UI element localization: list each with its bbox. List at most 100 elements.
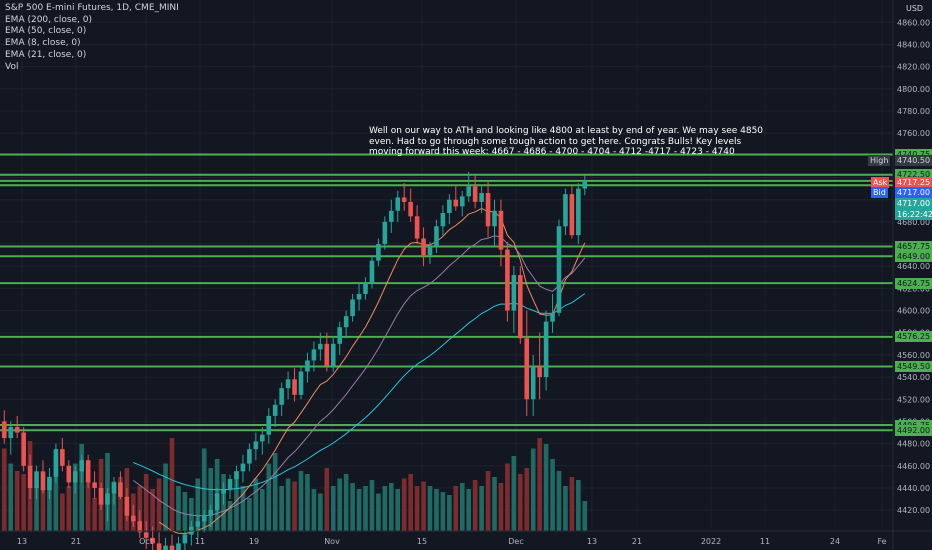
volume-bar: [311, 489, 317, 531]
candle-body: [511, 275, 517, 311]
indicator-volume[interactable]: Vol: [5, 61, 19, 72]
candle-body: [285, 379, 291, 389]
candle-body: [376, 244, 381, 261]
candle-body: [337, 327, 342, 344]
volume-bar: [479, 486, 484, 531]
candle-body: [395, 197, 401, 211]
candle-body: [356, 293, 362, 300]
volume-bar: [569, 477, 575, 531]
key-level-tag: 4549.50: [895, 361, 932, 373]
candle-body: [208, 510, 213, 516]
candle-body: [253, 441, 259, 450]
currency-label[interactable]: USD: [904, 4, 926, 13]
volume-bar: [137, 486, 143, 531]
candle-body: [550, 312, 555, 322]
candle-body: [414, 216, 420, 239]
price-tick-label: 4460.00: [897, 462, 930, 471]
volume-bar: [537, 438, 542, 531]
volume-bar: [530, 448, 536, 531]
candle-body: [85, 460, 91, 483]
candle-body: [569, 194, 575, 236]
key-level-tag: 4740.75: [895, 149, 932, 161]
candle-body: [363, 282, 368, 294]
candle-body: [21, 432, 26, 466]
ask-value-tag: 4717.25: [895, 176, 932, 188]
volume-bar: [324, 468, 330, 531]
candle-body: [266, 415, 272, 435]
volume-bar: [292, 481, 297, 531]
time-tick-label: 11: [760, 537, 770, 546]
chart-grid: [0, 0, 893, 529]
candle-body: [459, 196, 465, 207]
volume-bar: [279, 486, 284, 531]
volume-bar: [518, 474, 523, 531]
candle-body: [505, 249, 510, 311]
volume-bars: [2, 438, 588, 531]
volume-bar: [318, 493, 323, 531]
time-tick-label: 21: [632, 537, 642, 546]
candle-body: [382, 221, 388, 245]
candle-body: [479, 193, 484, 202]
candle-body: [440, 213, 446, 227]
volume-bar: [195, 478, 201, 531]
candle-body: [182, 534, 188, 544]
volume-bar: [60, 493, 65, 531]
candle-body: [169, 545, 175, 550]
volume-bar: [21, 474, 26, 531]
price-tick-label: 4620.00: [897, 284, 930, 293]
indicator-ema-8[interactable]: EMA (8, close, 0): [5, 38, 81, 49]
symbol-title[interactable]: S&P 500 E-mini Futures, 1D, CME_MINI: [5, 3, 179, 13]
candle-body: [163, 545, 168, 550]
volume-bar: [111, 481, 117, 531]
candle-body: [421, 238, 426, 256]
volume-bar: [511, 456, 517, 531]
candle-body: [537, 366, 542, 378]
volume-bar: [201, 448, 207, 531]
price-tick-label: 4560.00: [897, 351, 930, 360]
time-tick-label: Oct: [139, 537, 153, 546]
indicator-ema-21[interactable]: EMA (21, close, 0): [5, 49, 87, 60]
candle-body: [498, 210, 504, 250]
key-level-tag: 4722.50: [895, 169, 932, 181]
candle-body: [234, 471, 239, 480]
key-level-tag: 4657.75: [895, 241, 932, 253]
candle-body: [143, 532, 149, 538]
candle-body: [79, 460, 84, 472]
candle-body: [98, 487, 104, 505]
volume-bar: [305, 474, 310, 531]
volume-bar: [92, 498, 97, 531]
price-tick-label: 4640.00: [897, 262, 930, 271]
volume-bar: [118, 477, 123, 531]
volume-bar: [350, 483, 355, 531]
candle-body: [14, 426, 20, 433]
volume-bar: [389, 483, 394, 531]
price-tick-label: 4480.00: [897, 440, 930, 449]
volume-bar: [66, 486, 72, 531]
volume-bar: [543, 444, 549, 531]
price-tick-label: 4840.00: [897, 40, 930, 49]
indicator-ema-50[interactable]: EMA (50, close, 0): [5, 26, 87, 37]
time-tick-label: 13: [17, 537, 27, 546]
volume-bar: [85, 471, 91, 531]
candle-body: [543, 321, 549, 378]
last-price-tag: 4717.00: [895, 197, 932, 209]
volume-bar: [376, 493, 381, 531]
volume-bar: [227, 501, 233, 531]
volume-bar: [492, 477, 497, 531]
candle-body: [105, 493, 110, 505]
time-tick-label: 2022: [701, 537, 721, 546]
candle-body: [92, 482, 97, 488]
volume-bar: [582, 501, 588, 531]
indicator-ema-200[interactable]: EMA (200, close, 0): [5, 14, 93, 25]
volume-bar: [408, 474, 413, 531]
price-tick-label: 4780.00: [897, 107, 930, 116]
candle-body: [563, 194, 568, 227]
time-tick-label: Nov: [324, 537, 340, 546]
ema-200-line: [133, 293, 586, 491]
candle-body: [195, 521, 201, 527]
volume-bar: [79, 444, 84, 531]
volume-bar: [505, 463, 510, 531]
volume-bar: [453, 486, 459, 531]
idea-annotation: Well on our way to ATH and looking like …: [369, 126, 764, 157]
